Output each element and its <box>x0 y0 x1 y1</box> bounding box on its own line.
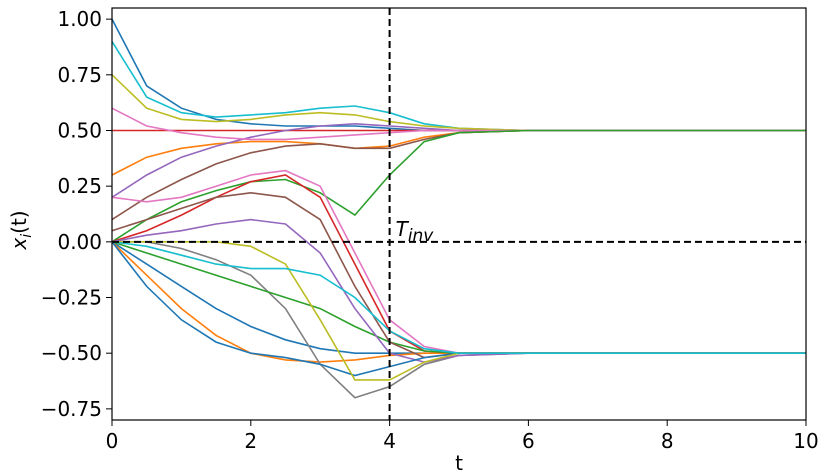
y-tick-label: −0.25 <box>41 286 102 310</box>
y-tick-label: 0.25 <box>57 174 102 198</box>
annotation-base: T <box>396 217 410 241</box>
x-tick-label: 6 <box>522 429 535 453</box>
trajectory-line <box>111 40 806 132</box>
y-label-sub: i <box>19 234 35 238</box>
y-tick-label: 0.75 <box>57 63 102 87</box>
x-tick-label: 2 <box>244 429 257 453</box>
y-tick-label: −0.50 <box>41 341 102 365</box>
y-tick-label: 1.00 <box>57 7 102 31</box>
y-label-base: x <box>7 238 31 251</box>
x-tick-label: 4 <box>383 429 396 453</box>
x-tick-label: 0 <box>106 429 119 453</box>
trajectory-line <box>112 241 806 381</box>
y-tick-label: 0.50 <box>57 118 102 142</box>
trajectory-line <box>111 241 806 354</box>
plot-area <box>111 18 806 399</box>
y-tick-label: −0.75 <box>41 397 102 421</box>
x-tick-label: 8 <box>661 429 674 453</box>
axes-frame <box>111 7 807 421</box>
trajectory-line <box>112 241 806 399</box>
x-axis-label: t <box>455 451 463 474</box>
annotation-sub: inv <box>408 226 434 246</box>
x-tick-label: 10 <box>793 429 818 453</box>
y-label-rest: (t) <box>7 210 31 233</box>
y-axis-label: xi(t) <box>7 210 35 250</box>
trajectory-line <box>111 241 806 354</box>
annotation: Tinv <box>396 217 435 246</box>
trajectory-line <box>111 74 806 132</box>
trajectory-line <box>111 107 806 141</box>
trajectory-line <box>111 129 806 243</box>
trajectory-line <box>111 18 806 132</box>
y-tick-label: 0.00 <box>57 230 102 254</box>
trajectory-line <box>111 241 806 354</box>
